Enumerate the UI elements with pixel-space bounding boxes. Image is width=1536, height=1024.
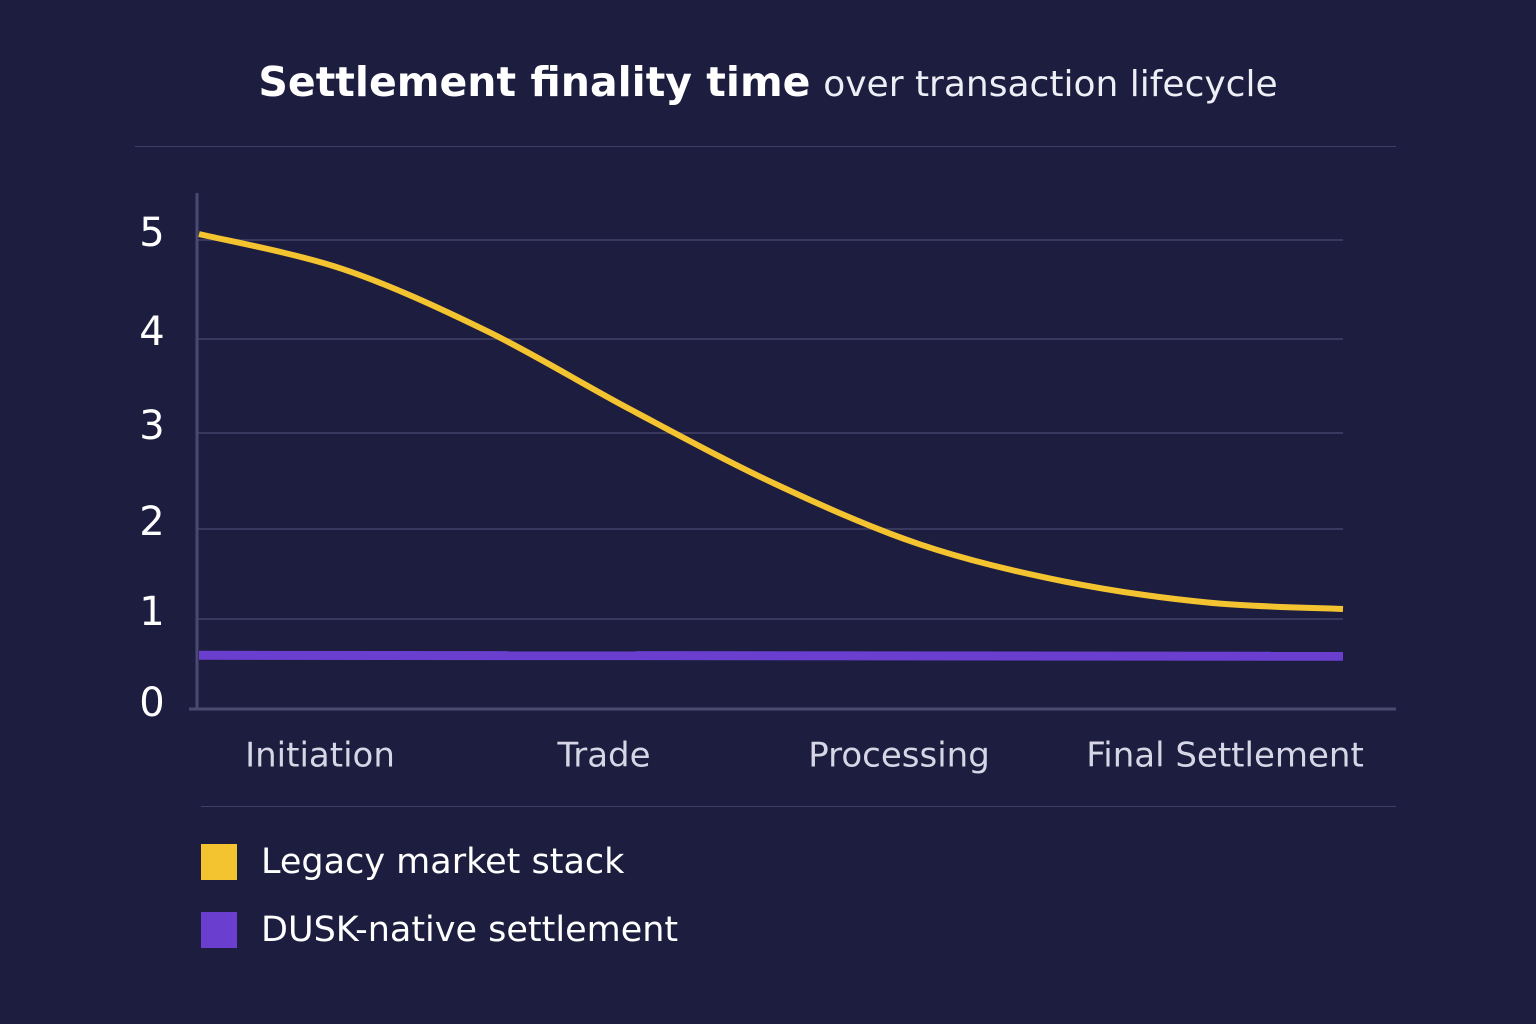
- y-tick-label-1: 1: [139, 589, 164, 635]
- legend-swatch-legacy: [201, 844, 237, 880]
- y-tick-label-4: 4: [139, 309, 164, 355]
- x-tick-label-final-settlement: Final Settlement: [1086, 736, 1364, 776]
- y-tick-label-0: 0: [139, 680, 164, 726]
- x-tick-label-trade: Trade: [556, 736, 650, 776]
- chart-title: Settlement finality time over transactio…: [0, 52, 1536, 115]
- axes: [189, 193, 1396, 711]
- series-line-dusk: [198, 650, 1344, 661]
- x-tick-labels: Initiation Trade Processing Final Settlemen…: [245, 736, 1364, 776]
- gridlines: [197, 239, 1343, 620]
- legend-label-legacy: Legacy market stack: [261, 842, 625, 882]
- legend-item-legacy: Legacy market stack: [201, 836, 678, 888]
- title-divider: [135, 146, 1396, 147]
- x-tick-label-processing: Processing: [808, 736, 990, 776]
- legend: Legacy market stack DUSK-native settleme…: [201, 836, 678, 972]
- legend-swatch-dusk: [201, 912, 237, 948]
- series-lines: [198, 231, 1344, 661]
- y-tick-label-3: 3: [139, 403, 164, 449]
- legend-divider: [201, 806, 1396, 807]
- chart-subtitle: over transaction lifecycle: [823, 64, 1278, 105]
- x-tick-label-initiation: Initiation: [245, 736, 395, 776]
- legend-label-dusk: DUSK-native settlement: [261, 910, 679, 950]
- legend-item-dusk: DUSK-native settlement: [201, 904, 678, 956]
- y-tick-labels: 0 1 2 3 4 5: [139, 210, 164, 726]
- y-tick-label-5: 5: [139, 210, 164, 256]
- series-line-legacy: [198, 231, 1344, 612]
- chart-title-main: Settlement finality time: [258, 58, 811, 106]
- y-tick-label-2: 2: [139, 499, 164, 545]
